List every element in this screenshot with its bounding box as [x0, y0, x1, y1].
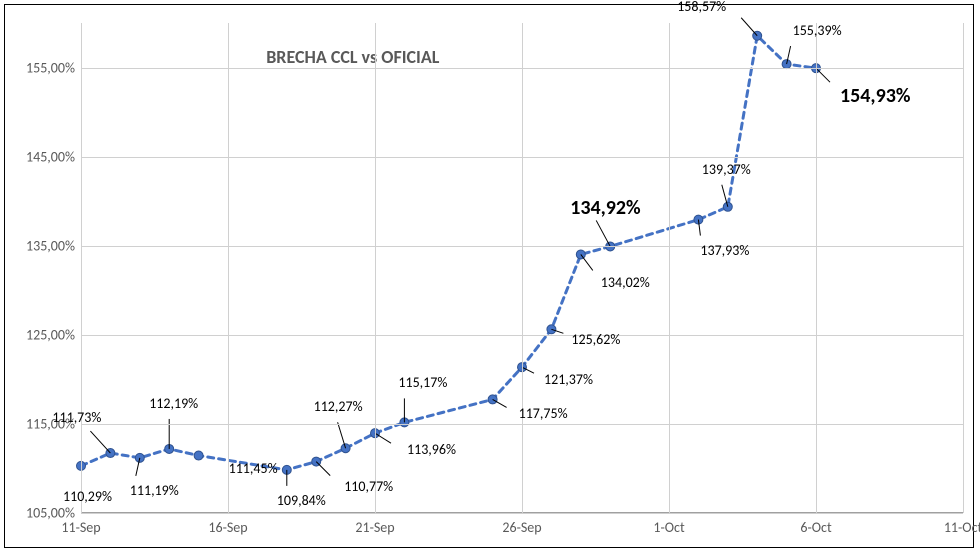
data-label: 158,57%	[677, 0, 726, 15]
x-tick-label: 1-Oct	[653, 519, 684, 536]
x-tick-label: 26-Sep	[502, 519, 541, 536]
y-tick-label: 145,00%	[26, 148, 75, 165]
x-tick-label: 16-Sep	[208, 519, 247, 536]
gridline-vertical	[228, 23, 229, 513]
data-marker	[194, 451, 203, 460]
x-tick-label: 11-Oct	[944, 519, 980, 536]
data-label: 113,96%	[407, 441, 456, 458]
gridline-vertical	[522, 23, 523, 513]
plot-area: BRECHA CCL vs OFICIAL 105,00%115,00%125,…	[81, 23, 963, 513]
y-tick-label: 135,00%	[26, 237, 75, 254]
data-label: 111,19%	[130, 482, 179, 499]
y-tick-label: 155,00%	[26, 59, 75, 76]
gridline-horizontal	[81, 513, 963, 514]
data-label: 111,45%	[229, 460, 278, 477]
data-label: 137,93%	[700, 242, 749, 259]
data-label: 112,27%	[314, 398, 363, 415]
x-tick-label: 11-Sep	[61, 519, 100, 536]
data-label: 110,29%	[63, 488, 112, 505]
chart-title: BRECHA CCL vs OFICIAL	[266, 46, 439, 68]
data-label: 134,02%	[601, 274, 650, 291]
leader-line	[316, 462, 330, 476]
x-tick-label: 21-Sep	[355, 519, 394, 536]
data-label: 117,75%	[519, 405, 568, 422]
leader-line	[90, 431, 110, 453]
gridline-vertical	[375, 23, 376, 513]
chart-frame: BRECHA CCL vs OFICIAL 105,00%115,00%125,…	[4, 4, 974, 548]
gridline-vertical	[816, 23, 817, 513]
data-label: 125,62%	[571, 331, 620, 348]
data-label: 112,19%	[149, 395, 198, 412]
leader-line	[741, 18, 757, 36]
data-label: 111,73%	[52, 409, 101, 426]
data-label: 115,17%	[398, 374, 447, 391]
leader-line	[581, 254, 593, 270]
data-label: 154,93%	[840, 84, 910, 108]
data-label: 139,37%	[702, 161, 751, 178]
data-label: 155,39%	[793, 22, 842, 39]
gridline-vertical	[81, 23, 82, 513]
leader-line	[596, 220, 610, 246]
data-label: 121,37%	[544, 371, 593, 388]
leader-line	[338, 422, 346, 448]
gridline-vertical	[669, 23, 670, 513]
gridline-vertical	[963, 23, 964, 513]
y-tick-label: 125,00%	[26, 326, 75, 343]
x-tick-label: 6-Oct	[800, 519, 831, 536]
data-label: 134,92%	[570, 196, 640, 220]
data-label: 110,77%	[344, 478, 393, 495]
leader-line	[375, 433, 391, 443]
data-marker	[135, 453, 144, 462]
leader-line	[816, 68, 830, 82]
data-label: 109,84%	[277, 492, 326, 509]
